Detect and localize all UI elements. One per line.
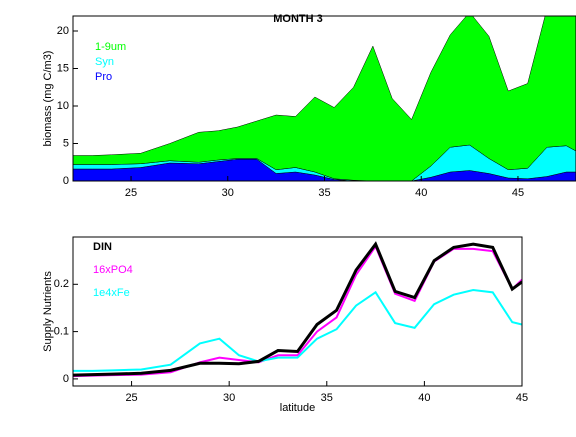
line xyxy=(73,288,522,372)
legend-label: 1e4xFe xyxy=(93,287,130,299)
x-tick-label: 45 xyxy=(512,187,524,199)
axes-box xyxy=(72,236,523,387)
area xyxy=(73,16,576,181)
y-tick-label: 10 xyxy=(57,100,69,112)
y-tick-label: 0.1 xyxy=(54,326,69,338)
y-tick-label: 0 xyxy=(63,175,69,187)
plot-area xyxy=(73,16,576,181)
x-tick-label: 30 xyxy=(222,187,234,199)
y-tick-label: 5 xyxy=(63,137,69,149)
plot-area xyxy=(73,241,522,378)
legend-label: Syn xyxy=(95,56,114,68)
legend-label: 1-9um xyxy=(95,41,126,53)
y-axis-label: biomass (mg C/m3) xyxy=(42,51,54,147)
x-tick-label: 40 xyxy=(418,392,430,404)
x-tick-label: 45 xyxy=(516,392,528,404)
x-tick-label: 35 xyxy=(318,187,330,199)
x-tick-label: 30 xyxy=(223,392,235,404)
line xyxy=(73,241,522,377)
x-axis-label: latitude xyxy=(280,402,315,414)
y-tick-label: 0 xyxy=(63,373,69,385)
line xyxy=(73,244,522,378)
y-tick-label: 0.2 xyxy=(54,278,69,290)
x-tick-label: 25 xyxy=(125,187,137,199)
legend-label: Pro xyxy=(95,71,112,83)
x-tick-label: 25 xyxy=(125,392,137,404)
y-tick-label: 20 xyxy=(57,25,69,37)
y-axis-label: Supply Nutrients xyxy=(42,271,54,352)
y-tick-label: 15 xyxy=(57,62,69,74)
legend-label: DIN xyxy=(93,241,112,253)
x-tick-label: 40 xyxy=(415,187,427,199)
legend-label: 16xPO4 xyxy=(93,264,133,276)
x-tick-label: 35 xyxy=(321,392,333,404)
chart-title: MONTH 3 xyxy=(273,13,323,25)
